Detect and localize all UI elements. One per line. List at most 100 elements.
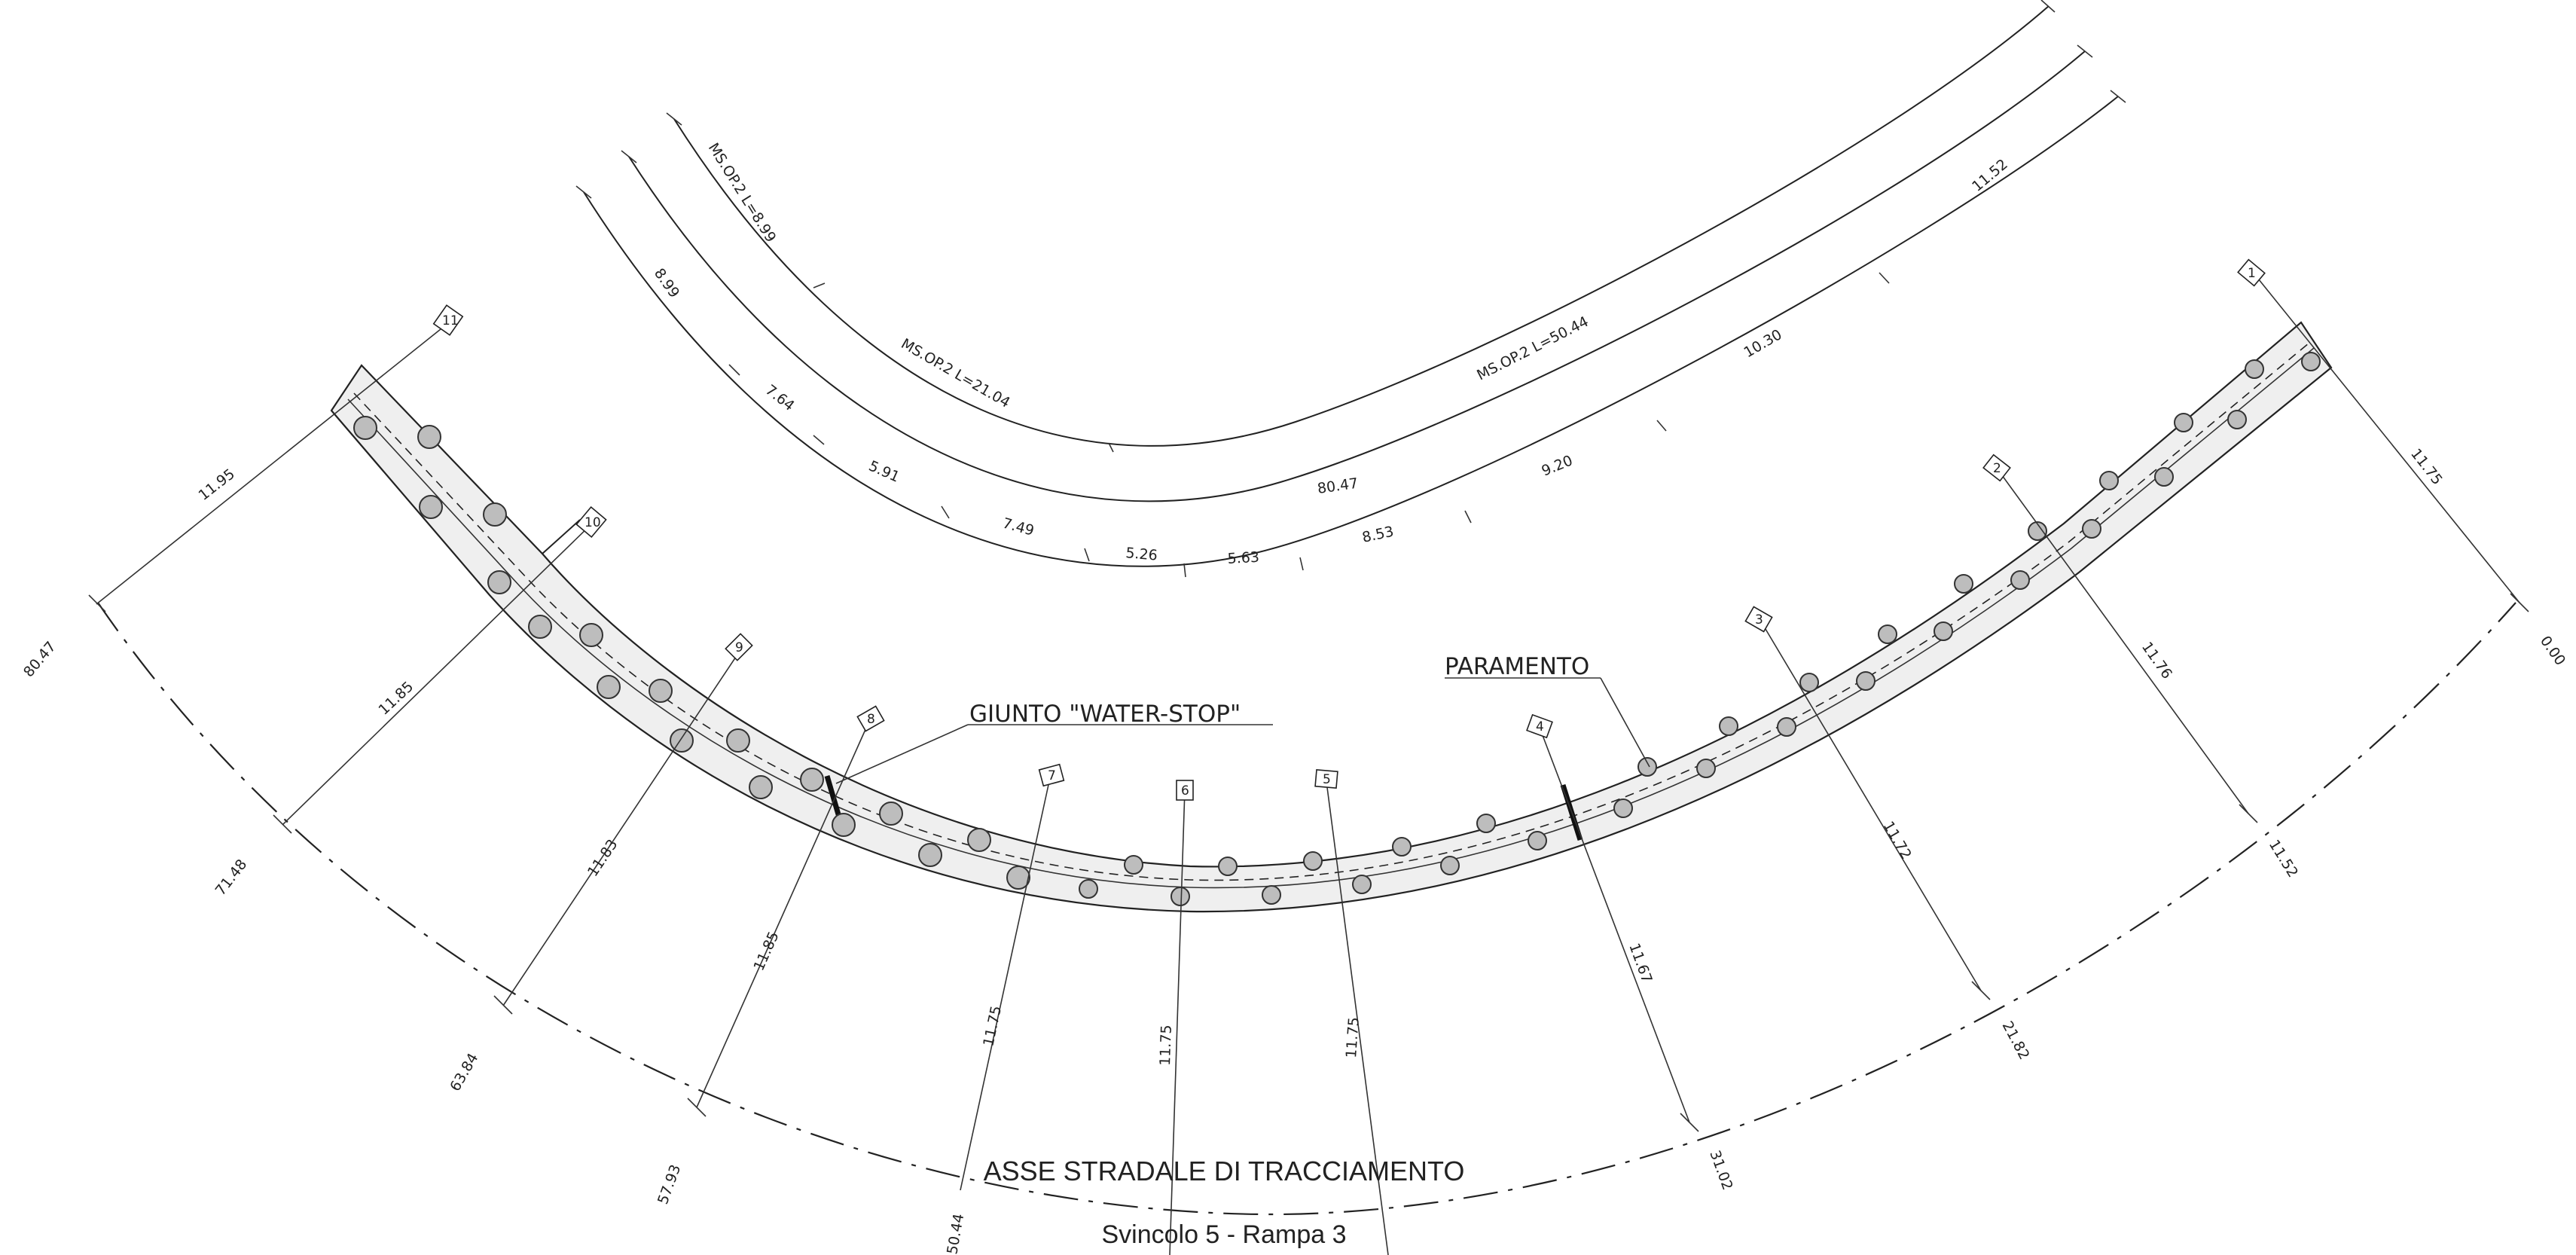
pile-group: [353, 352, 2321, 906]
pile: [1954, 574, 1973, 594]
station-label: 71.48: [212, 857, 251, 899]
station-label: 80.47: [20, 638, 60, 680]
pile: [2028, 521, 2047, 541]
section-tag: 5: [1314, 768, 1338, 789]
pile: [2174, 413, 2193, 432]
svg-text:9: 9: [735, 640, 743, 655]
pile: [1696, 759, 1716, 778]
drawing-subtitle: Svincolo 5 - Rampa 3: [1101, 1220, 1346, 1249]
pile: [800, 768, 824, 792]
seg-label: 9.20: [1540, 452, 1575, 479]
pile: [749, 775, 773, 799]
section-offset: 11.85: [750, 929, 782, 973]
seg-label: 5.91: [866, 457, 902, 485]
pile: [2301, 352, 2321, 371]
pile: [487, 570, 511, 594]
seg-label: 11.52: [1969, 156, 2011, 195]
pile: [832, 813, 856, 837]
pile: [1528, 831, 1547, 850]
svg-text:7: 7: [1048, 768, 1056, 783]
section-offset: 11.76: [2138, 639, 2175, 682]
section-lines: [96, 270, 2520, 1255]
pile: [726, 728, 750, 753]
svg-text:11: 11: [442, 313, 459, 328]
section-tag: 7: [1038, 763, 1065, 787]
giunto-label: GIUNTO "WATER-STOP": [969, 701, 1241, 728]
pile: [528, 615, 552, 639]
section-offset: 11.75: [1343, 1017, 1363, 1059]
svg-text:1: 1: [2248, 266, 2256, 281]
pile: [1856, 671, 1876, 691]
svg-text:8: 8: [867, 712, 875, 727]
curve2-label-a: MS.OP.2 L=21.04: [899, 335, 1013, 411]
seg-label: 7.64: [762, 382, 798, 414]
pile: [597, 675, 621, 699]
wall-inner-line: [347, 347, 2315, 889]
pile: [1262, 885, 1281, 905]
station-label: 31.02: [1706, 1148, 1735, 1192]
pile: [1124, 855, 1143, 875]
section-tag: 1: [2237, 258, 2266, 287]
section-tag: 4: [1526, 713, 1553, 739]
pile: [1777, 717, 1796, 737]
pile: [879, 802, 903, 826]
pile: [2099, 471, 2119, 490]
section-offset: 11.72: [1880, 819, 1915, 863]
section-offset: 11.75: [1157, 1024, 1175, 1066]
section-tag: 11: [432, 304, 464, 336]
pile: [1303, 851, 1323, 871]
seg-label: 8.53: [1360, 524, 1395, 546]
svg-text:2: 2: [1993, 461, 2001, 476]
svg-text:5: 5: [1323, 772, 1331, 787]
seg-label: 7.49: [1001, 515, 1036, 539]
pile: [670, 728, 694, 753]
pile: [483, 502, 507, 527]
section-tag: 8: [856, 705, 885, 732]
curve3-total-label: 80.47: [1317, 475, 1360, 497]
pile: [2082, 519, 2101, 539]
section-tag: 9: [725, 633, 753, 661]
station-label: 0.00: [2537, 633, 2568, 668]
retaining-wall: [330, 321, 2333, 913]
section-offset: 11.75: [2407, 446, 2446, 488]
pile: [1392, 837, 1412, 857]
svg-text:4: 4: [1536, 719, 1544, 734]
giunto-leader: [835, 724, 969, 784]
pile: [2227, 410, 2247, 429]
seg-label: 8.99: [651, 265, 682, 301]
pile: [649, 679, 673, 703]
section-offset: 11.83: [584, 836, 621, 879]
paramento-label: PARAMENTO: [1445, 653, 1589, 680]
pile: [419, 495, 443, 519]
section-tag: 3: [1744, 606, 1773, 633]
alignment-curve-1: [673, 5, 2050, 447]
pile: [2154, 467, 2174, 487]
station-label: 57.93: [655, 1162, 684, 1207]
section-offset: 11.95: [196, 466, 238, 504]
pile: [579, 623, 603, 647]
seg-label: 10.30: [1741, 326, 1785, 361]
pile: [2010, 570, 2030, 590]
pile: [1878, 624, 1897, 644]
station-label: 50.44: [944, 1212, 967, 1255]
section-offset: 11.67: [1625, 941, 1655, 985]
curve2-label-b: MS.OP.2 L=50.44: [1474, 313, 1591, 384]
pile: [1170, 887, 1190, 906]
curve-ticks: [575, 0, 2126, 578]
road-axis: [97, 602, 2516, 1216]
pile: [1476, 814, 1496, 833]
pile: [967, 828, 991, 852]
pile: [1637, 757, 1657, 777]
section-tag: 10: [575, 506, 607, 538]
section-tag: 2: [1982, 453, 2011, 482]
pile: [1613, 798, 1633, 818]
paramento-leader: [1600, 677, 1650, 768]
curve3-segment-labels: 8.99 7.64 5.91 7.49 5.26 5.63 8.53 9.20 …: [651, 156, 2011, 567]
wall-step: [542, 519, 581, 554]
pile: [1719, 716, 1738, 736]
pile: [2245, 359, 2264, 379]
section-offset: 11.85: [375, 678, 417, 718]
pile: [1079, 879, 1098, 899]
station-label: 21.82: [1999, 1018, 2033, 1062]
